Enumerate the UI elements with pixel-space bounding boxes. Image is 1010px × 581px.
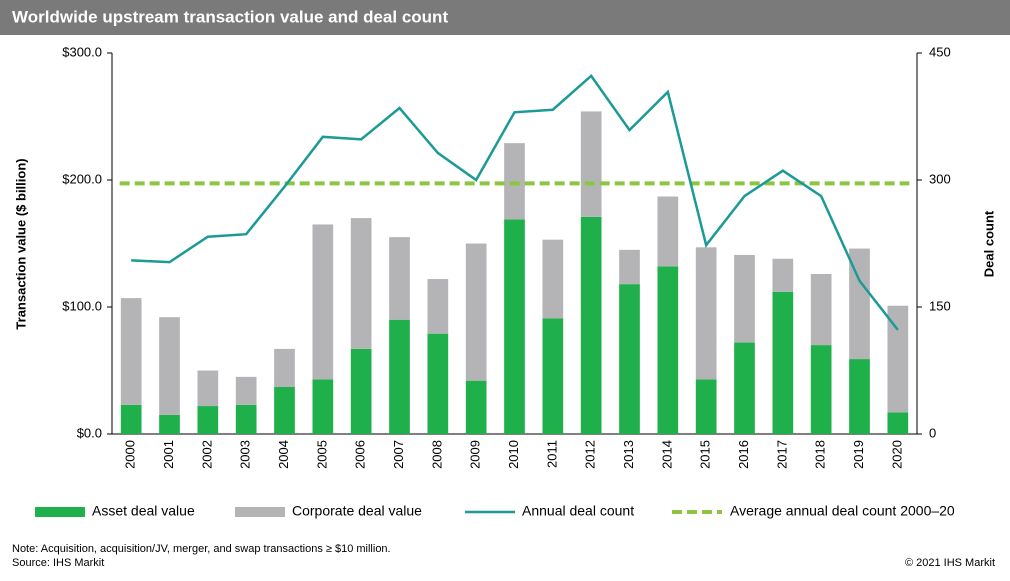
bar-segment: [580, 216, 602, 434]
y2-tick-label: 300: [929, 171, 951, 186]
y-tick-label: $300.0: [62, 44, 102, 59]
legend-label: Annual deal count: [522, 503, 634, 519]
y-tick-label: $100.0: [62, 298, 102, 313]
x-tick-label: 2020: [889, 440, 904, 469]
bar-segment: [657, 196, 679, 267]
bar-segment: [810, 345, 832, 434]
bar-segment: [504, 143, 525, 220]
x-tick-label: 2012: [583, 440, 598, 469]
bar-segment: [504, 219, 525, 434]
x-tick-label: 2004: [276, 440, 291, 469]
bar-segment: [312, 379, 334, 434]
legend-swatch: [235, 507, 285, 517]
bar-segment: [120, 404, 142, 434]
x-tick-label: 2000: [123, 440, 138, 469]
bar-segment: [887, 412, 909, 434]
bar-segment: [465, 380, 487, 434]
legend-label: Asset deal value: [92, 503, 195, 519]
legend-label: Corporate deal value: [292, 503, 422, 519]
y-axis-title: Transaction value ($ billion): [13, 158, 28, 329]
x-tick-label: 2013: [621, 440, 636, 469]
bar-segment: [274, 387, 295, 434]
title-bar: [0, 0, 1010, 35]
bar-segment: [427, 333, 449, 434]
bar-segment: [887, 305, 909, 413]
x-tick-label: 2001: [161, 440, 176, 469]
x-tick-label: 2010: [506, 440, 521, 469]
y2-tick-label: 0: [929, 425, 936, 440]
bar-segment: [849, 248, 870, 360]
chart-title: Worldwide upstream transaction value and…: [12, 7, 448, 26]
note: Note: Acquisition, acquisition/JV, merge…: [12, 543, 391, 555]
x-tick-label: 2019: [851, 440, 866, 469]
deal-count-line: [131, 74, 899, 331]
y2-tick-label: 150: [929, 298, 951, 313]
x-tick-label: 2016: [736, 440, 751, 469]
bar-segment: [657, 266, 679, 434]
bar-segment: [619, 249, 640, 285]
y-tick-label: $200.0: [62, 171, 102, 186]
bar-segment: [695, 247, 717, 380]
bar-segment: [427, 279, 449, 334]
x-tick-label: 2018: [813, 440, 828, 469]
bar-segment: [810, 273, 832, 346]
x-tick-label: 2008: [429, 440, 444, 469]
bar-segment: [274, 348, 295, 388]
bar-segment: [695, 379, 717, 434]
bar-segment: [772, 291, 794, 434]
x-tick-label: 2017: [774, 440, 789, 469]
x-tick-label: 2014: [659, 440, 674, 469]
bar-segment: [734, 342, 755, 434]
bar-segment: [197, 370, 219, 407]
x-tick-label: 2009: [468, 440, 483, 469]
bar-segment: [389, 319, 410, 434]
bar-segment: [772, 258, 794, 292]
bar-segment: [312, 224, 334, 380]
x-tick-label: 2005: [314, 440, 329, 469]
bar-segment: [120, 298, 142, 405]
bar-segment: [197, 406, 219, 434]
bar-segment: [389, 237, 410, 320]
x-tick-label: 2003: [238, 440, 253, 469]
bar-segment: [734, 254, 755, 343]
y-tick-label: $0.0: [77, 425, 102, 440]
legend-label: Average annual deal count 2000–20: [730, 503, 955, 519]
x-tick-label: 2007: [391, 440, 406, 469]
bar-segment: [350, 348, 372, 434]
bar-segment: [580, 111, 602, 217]
bar-segment: [542, 239, 564, 319]
bar-segment: [542, 318, 564, 434]
y2-axis-title: Deal count: [981, 210, 996, 277]
x-tick-label: 2011: [544, 440, 559, 468]
bar-segment: [235, 376, 257, 405]
copyright: © 2021 IHS Markit: [905, 557, 995, 569]
bar-segment: [159, 414, 180, 434]
y2-tick-label: 450: [929, 44, 951, 59]
bar-segment: [849, 359, 870, 434]
bar-segment: [159, 317, 180, 415]
x-tick-label: 2015: [698, 440, 713, 469]
bar-segment: [465, 243, 487, 381]
bar-segment: [350, 218, 372, 349]
bar-segment: [235, 404, 257, 434]
legend-swatch: [35, 507, 85, 517]
source: Source: IHS Markit: [12, 557, 104, 569]
bar-segment: [619, 284, 640, 434]
x-tick-label: 2006: [353, 440, 368, 469]
x-tick-label: 2002: [199, 440, 214, 469]
